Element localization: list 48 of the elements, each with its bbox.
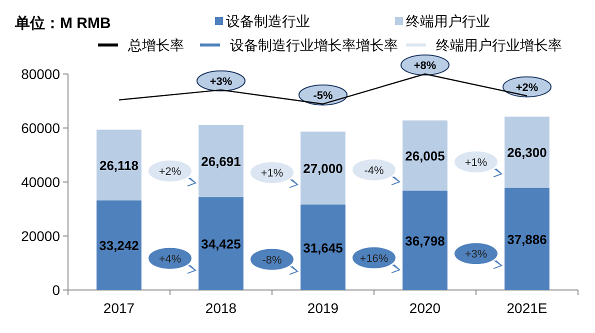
bar (300, 204, 346, 290)
x-tick-label: 2017 (103, 300, 135, 316)
bar (504, 116, 550, 188)
data-label: 34,425 (201, 236, 241, 252)
annotation: -4% (364, 164, 384, 177)
legend-label: 设备制造行业增长率增长率 (230, 37, 398, 53)
annotation: +3% (464, 248, 488, 261)
data-label: 26,691 (201, 154, 241, 170)
data-label: 31,645 (303, 240, 343, 256)
data-label: 26,118 (99, 158, 139, 173)
legend-label: 总增长率 (127, 37, 184, 53)
annotation: -5% (313, 90, 333, 102)
data-label: 27,000 (303, 161, 343, 176)
annotation: +4% (158, 253, 182, 266)
bar (300, 132, 346, 205)
y-tick-label: 0 (52, 282, 60, 298)
bar (504, 188, 550, 290)
y-tick-label: 60000 (21, 120, 60, 136)
annotation: +16% (360, 252, 388, 265)
bar (402, 120, 448, 191)
data-label: 33,242 (99, 238, 139, 254)
bar (402, 190, 448, 290)
y-tick-label: 80000 (21, 66, 60, 82)
x-tick-label: 2019 (307, 300, 339, 316)
bar (96, 130, 142, 200)
data-label: 37,886 (507, 232, 547, 247)
y-tick-label: 20000 (21, 228, 60, 244)
annotation: +2% (158, 166, 182, 178)
bar (198, 124, 244, 198)
annotation: +1% (464, 156, 488, 169)
x-tick-label: 2020 (409, 300, 441, 316)
annotation: +1% (260, 168, 284, 180)
x-tick-label: 2021E (506, 300, 548, 316)
y-axis-title: 单位：M RMB (14, 15, 111, 32)
x-tick-label: 2018 (205, 300, 237, 316)
legend-label: 终端用户行业 (406, 13, 490, 29)
y-tick-label: 40000 (21, 174, 60, 190)
data-label: 26,300 (507, 145, 547, 160)
data-label: 36,798 (405, 233, 445, 248)
bar (96, 200, 142, 290)
data-label: 26,005 (405, 148, 445, 164)
annotation: +8% (414, 60, 436, 72)
legend-label: 设备制造行业 (226, 13, 310, 29)
legend-label: 终端用户行业增长率 (436, 37, 562, 53)
annotation: +2% (516, 82, 538, 94)
annotation: -8% (262, 254, 282, 266)
bar (198, 197, 244, 290)
annotation: +3% (210, 76, 232, 88)
